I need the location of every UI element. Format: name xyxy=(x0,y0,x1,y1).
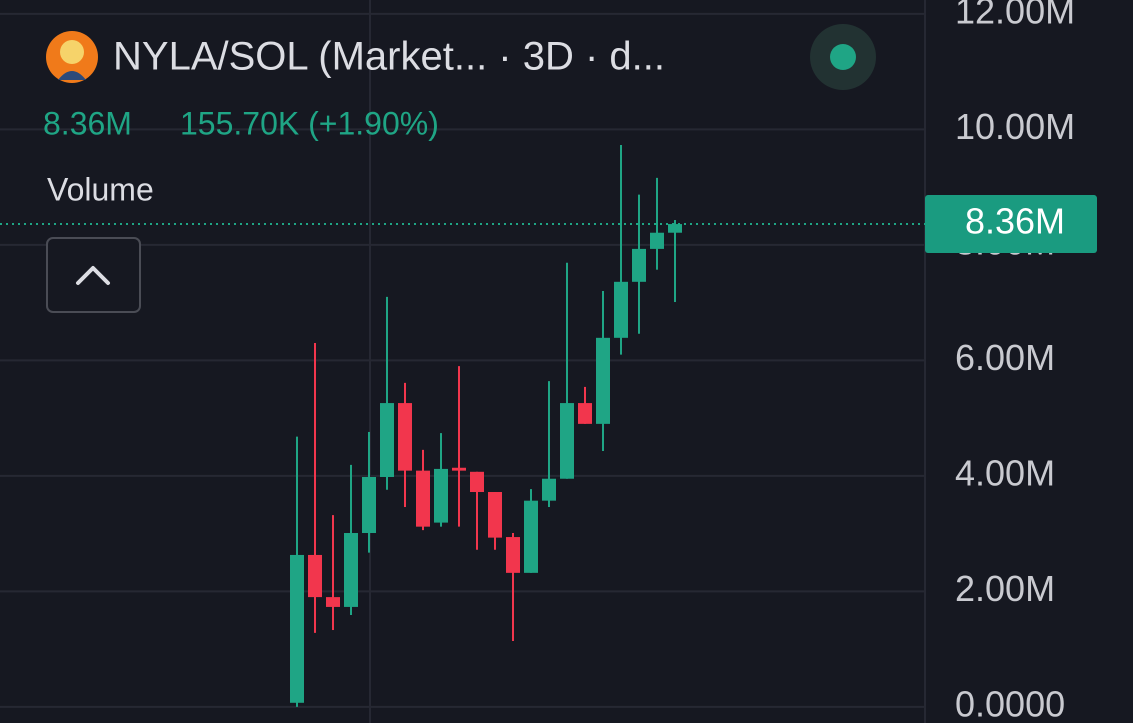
indicator-label: Volume xyxy=(47,171,154,207)
candle-body xyxy=(488,492,502,538)
last-price-box xyxy=(925,195,1097,254)
candle-body xyxy=(416,470,430,527)
candle-body xyxy=(344,533,358,607)
last-price-label: 8.36M xyxy=(965,201,1065,242)
plot-area xyxy=(0,144,925,707)
candle-body xyxy=(542,478,556,501)
avatar-detail xyxy=(58,71,86,80)
candle-body xyxy=(398,403,412,471)
grid xyxy=(0,0,926,723)
candle-body xyxy=(524,500,538,573)
candle-body xyxy=(560,403,574,479)
candle-body xyxy=(362,476,376,534)
candle-body xyxy=(470,471,484,493)
avatar-detail xyxy=(60,40,84,64)
candle-body xyxy=(434,468,448,523)
y-tick-label: 10.00M xyxy=(955,106,1075,147)
last-value: 8.36M xyxy=(43,105,132,141)
candle-body xyxy=(290,554,304,703)
chart-title: NYLA/SOL (Market... · 3D · d... xyxy=(113,35,665,79)
candle-body xyxy=(506,537,520,573)
y-tick-label: 12.00M xyxy=(955,0,1075,31)
y-tick-label: 4.00M xyxy=(955,452,1055,493)
candle-body xyxy=(650,232,664,249)
chevron-up-icon xyxy=(76,266,110,285)
candle-body xyxy=(308,554,322,598)
candle-body xyxy=(668,224,682,233)
collapse-button[interactable] xyxy=(46,237,141,313)
y-tick-label: 0.0000 xyxy=(955,683,1065,723)
candle-body xyxy=(596,337,610,424)
change-value: 155.70K (+1.90%) xyxy=(180,105,439,141)
candle-body xyxy=(632,248,646,282)
candle-body xyxy=(326,597,340,607)
candle-body xyxy=(452,467,466,471)
header: NYLA/SOL (Market... · 3D · d... 8.36M 15… xyxy=(43,24,876,313)
status-dot xyxy=(830,44,856,70)
y-axis: 0.00002.00M4.00M6.00M8.00M10.00M12.00M8.… xyxy=(925,0,1097,723)
candle-body xyxy=(380,403,394,477)
candle-body xyxy=(614,281,628,338)
y-tick-label: 2.00M xyxy=(955,568,1055,609)
candle-body xyxy=(578,403,592,424)
y-tick-label: 6.00M xyxy=(955,337,1055,378)
